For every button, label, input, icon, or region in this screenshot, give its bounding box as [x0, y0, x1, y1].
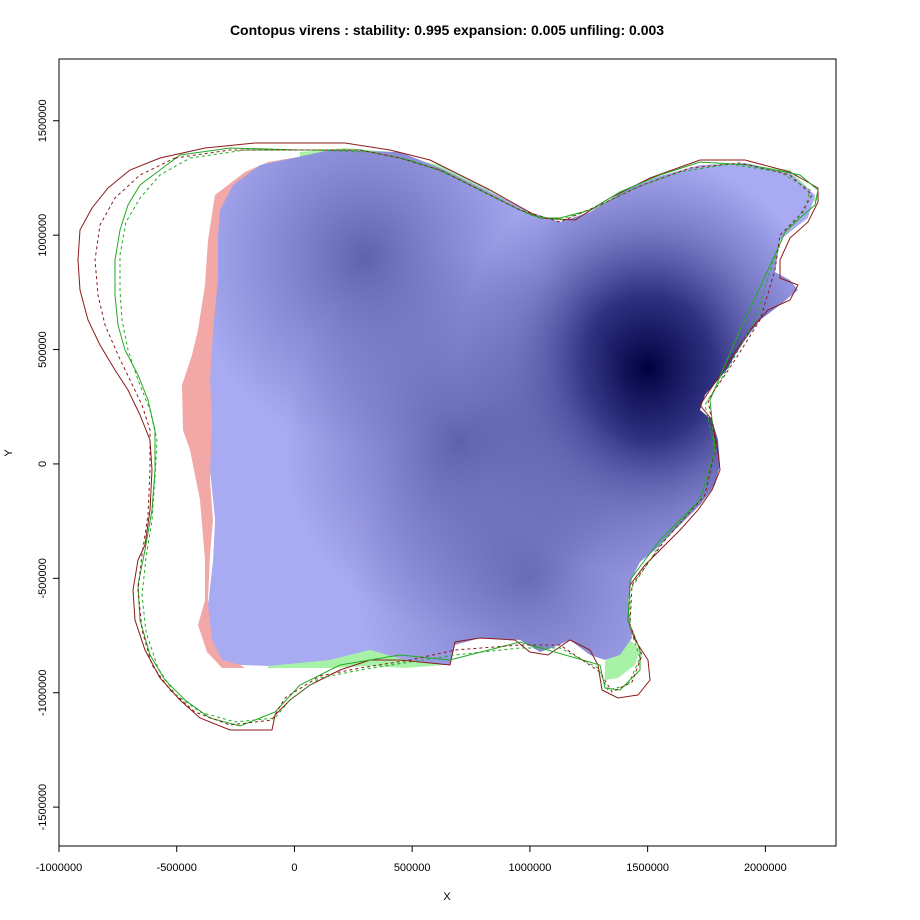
- density-core-layer: [208, 150, 815, 666]
- axes-layer: -1000000 -500000 0 500000 1000000 1500000 2000…: [36, 99, 787, 874]
- x-tick-label: 2000000: [744, 862, 787, 874]
- plot-frame: [58, 58, 837, 847]
- y-tick-label: -500000: [37, 558, 49, 598]
- chart-title: Contopus virens : stability: 0.995 expan…: [230, 22, 664, 38]
- density-peak: [354, 388, 705, 666]
- y-tick-label: 0: [37, 461, 49, 467]
- x-tick-label: 1000000: [508, 862, 551, 874]
- y-axis-title: Y: [3, 449, 15, 457]
- x-tick-label: 1500000: [626, 862, 669, 874]
- range-outline: [77, 142, 819, 731]
- unfilling-region: [182, 158, 293, 668]
- range-outline: [94, 149, 813, 726]
- y-tick-label: -1500000: [37, 784, 49, 831]
- range-outline: [114, 147, 819, 727]
- x-tick-label: -1000000: [36, 862, 83, 874]
- x-axis-title: X: [443, 891, 451, 903]
- x-tick-label: 500000: [394, 862, 431, 874]
- x-tick-label: 0: [291, 862, 297, 874]
- x-tick-label: -500000: [157, 862, 197, 874]
- expansion-region: [605, 638, 640, 680]
- range-outline: [119, 149, 811, 723]
- unfilling-layer: [182, 158, 293, 668]
- y-tick-label: 1000000: [37, 214, 49, 257]
- y-tick-label: -1000000: [37, 669, 49, 716]
- y-tick-label: 1500000: [37, 99, 49, 142]
- range-outlines-layer: [77, 142, 819, 731]
- y-tick-label: 500000: [37, 331, 49, 368]
